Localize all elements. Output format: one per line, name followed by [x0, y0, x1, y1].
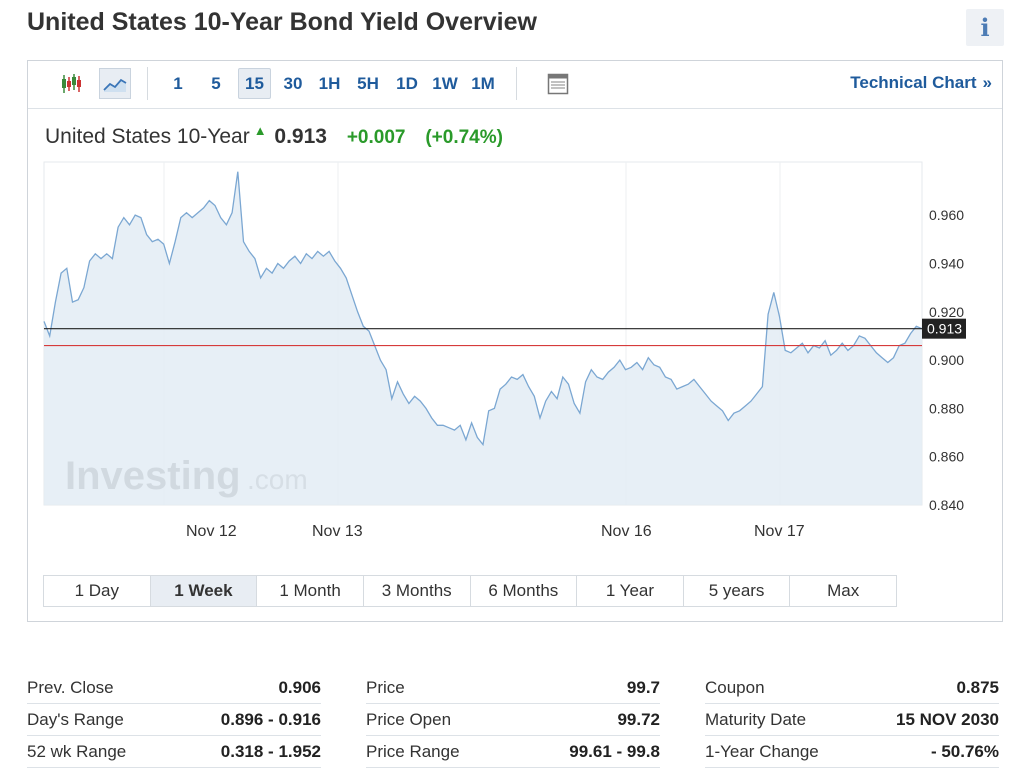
- stat-value: - 50.76%: [930, 741, 999, 761]
- price-change: +0.007: [346, 127, 406, 148]
- line-chart-icon[interactable]: [99, 68, 131, 99]
- stat-value: 0.318 - 1.952: [220, 741, 321, 761]
- range-tab-max[interactable]: Max: [827, 581, 860, 600]
- stat-row: 52 wk Range 0.318 - 1.952: [27, 736, 321, 768]
- stat-label: Price Range: [366, 741, 460, 761]
- stat-label: Price: [366, 677, 405, 697]
- range-tab-3-months[interactable]: 3 Months: [364, 576, 471, 606]
- range-tab-5-years[interactable]: 5 years: [684, 576, 791, 606]
- stat-row: 1-Year Change - 50.76%: [705, 736, 999, 768]
- chevron-right-icon: »: [982, 73, 992, 92]
- range-tab-1-year[interactable]: 1 Year: [577, 576, 684, 606]
- y-tick-label: 0.900: [929, 352, 964, 368]
- interval-button-5[interactable]: 5: [211, 73, 221, 93]
- range-tabs: 1 Day 1 Week 1 Month 3 Months 6 Months 1 Year…: [43, 575, 897, 607]
- range-tab-1-month[interactable]: 1 Month: [257, 576, 364, 606]
- x-tick-label: Nov 16: [601, 523, 652, 540]
- range-tab-1-day[interactable]: 1 Day: [44, 576, 151, 606]
- stat-value: 0.896 - 0.916: [220, 709, 321, 729]
- y-tick-label: 0.920: [929, 304, 964, 320]
- stat-value: 99.72: [617, 709, 660, 729]
- table-icon[interactable]: [542, 68, 574, 99]
- stat-row: Price Range 99.61 - 99.8: [366, 736, 660, 768]
- interval-button-1w[interactable]: 1W: [432, 73, 458, 93]
- technical-chart-label: Technical Chart: [850, 73, 977, 92]
- info-icon[interactable]: i: [966, 9, 1004, 46]
- stat-row: Prev. Close 0.906: [27, 672, 321, 704]
- chart-panel: 1 5 15 30 1H 5H 1D 1W 1M Technical Chart» United…: [27, 60, 1003, 622]
- last-price-badge-label: 0.913: [927, 321, 962, 337]
- stat-label: Prev. Close: [27, 677, 114, 697]
- y-tick-label: 0.840: [929, 497, 964, 513]
- series-area: [44, 171, 922, 505]
- price-change-percent: (+0.74%): [425, 127, 503, 148]
- stat-label: 52 wk Range: [27, 741, 127, 761]
- stat-label: Price Open: [366, 709, 452, 729]
- stat-row: Price 99.7: [366, 672, 660, 704]
- toolbar-divider: [516, 67, 517, 100]
- stat-label: Day's Range: [27, 709, 124, 729]
- series-line: [43, 171, 923, 447]
- interval-button-1h[interactable]: 1H: [318, 73, 341, 93]
- stat-value: 0.875: [956, 677, 999, 697]
- stat-value: 0.906: [278, 677, 321, 697]
- stat-label: Coupon: [705, 677, 765, 697]
- range-tab-6-months[interactable]: 6 Months: [471, 576, 578, 606]
- interval-button-30[interactable]: 30: [283, 73, 303, 93]
- technical-chart-link[interactable]: Technical Chart »: [850, 73, 992, 93]
- interval-button-1d[interactable]: 1D: [396, 73, 418, 93]
- toolbar-divider: [147, 67, 148, 100]
- stat-label: Maturity Date: [705, 709, 807, 729]
- stat-row: Coupon 0.875: [705, 672, 999, 704]
- range-tab-1-week[interactable]: 1 Week: [150, 576, 258, 606]
- y-tick-label: 0.860: [929, 449, 964, 465]
- x-tick-label: Nov 17: [754, 523, 805, 540]
- stats-column: Coupon 0.875 Maturity Date 15 NOV 2030 1-Yea…: [705, 672, 999, 768]
- x-tick-label: Nov 12: [186, 523, 237, 540]
- stat-value: 99.7: [626, 677, 660, 697]
- stat-value: 15 NOV 2030: [895, 709, 999, 729]
- x-tick-label: Nov 13: [312, 523, 363, 540]
- chart-toolbar: 1 5 15 30 1H 5H 1D 1W 1M Technical Chart»: [28, 61, 1002, 109]
- stat-row: Day's Range 0.896 - 0.916: [27, 704, 321, 736]
- candlestick-icon[interactable]: [56, 68, 88, 99]
- stats-column: Price 99.7 Price Open 99.72 Price Range 99.61…: [366, 672, 660, 768]
- interval-button-1[interactable]: 1: [173, 73, 183, 93]
- stat-value: 99.61 - 99.8: [569, 741, 660, 761]
- interval-button-1m[interactable]: 1M: [471, 73, 495, 93]
- stat-label: 1-Year Change: [705, 741, 819, 761]
- price-chart[interactable]: Investing.com0.9600.9400.9200.9000.8800.…: [28, 61, 1002, 561]
- y-tick-label: 0.880: [929, 400, 964, 416]
- last-price-badge: [922, 318, 966, 339]
- interval-button-15[interactable]: 15: [238, 68, 271, 99]
- up-arrow-icon: ▲: [253, 123, 267, 138]
- y-tick-label: 0.940: [929, 255, 964, 271]
- stat-row: Maturity Date 15 NOV 2030: [705, 704, 999, 736]
- y-tick-label: 0.960: [929, 207, 964, 223]
- last-price: 0.913: [274, 125, 327, 148]
- page-title: United States 10-Year Bond Yield Overvie…: [27, 8, 537, 36]
- interval-button-5h[interactable]: 5H: [357, 73, 379, 93]
- instrument-name: United States 10-Year: [45, 125, 250, 148]
- stat-row: Price Open 99.72: [366, 704, 660, 736]
- quote-header: United States 10-Year ▲ 0.913 +0.007 (+0.…: [45, 123, 503, 149]
- stats-column: Prev. Close 0.906 Day's Range 0.896 - 0.916…: [27, 672, 321, 768]
